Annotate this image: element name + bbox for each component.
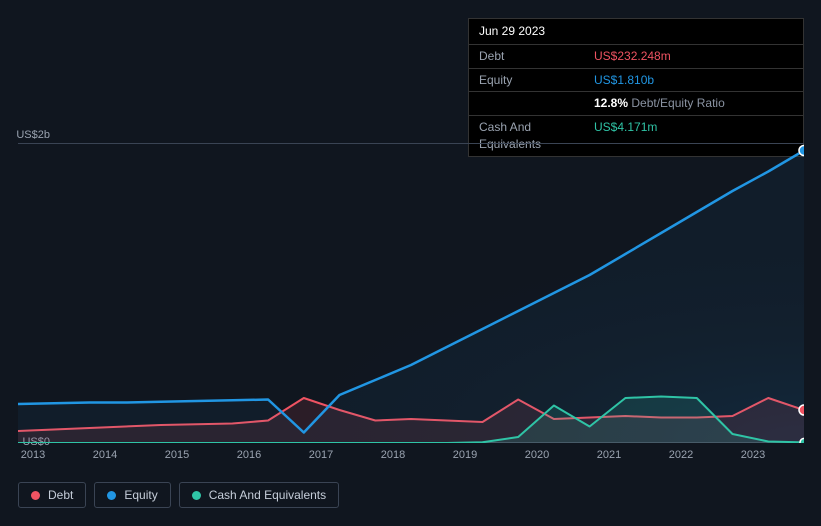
x-axis-label: 2021 [589,449,629,461]
tooltip-label [469,92,594,115]
data-tooltip: Jun 29 2023 DebtUS$232.248mEquityUS$1.81… [468,18,804,157]
x-axis-label: 2016 [229,449,269,461]
x-axis-label: 2014 [85,449,125,461]
tooltip-value: US$232.248m [594,45,803,68]
x-axis-label: 2019 [445,449,485,461]
x-axis-label: 2017 [301,449,341,461]
legend-dot-icon [192,491,201,500]
legend-label: Equity [124,488,157,502]
x-axis-label: 2015 [157,449,197,461]
x-axis-label: 2023 [733,449,773,461]
tooltip-value: 12.8% Debt/Equity Ratio [594,92,803,115]
chart-area[interactable] [18,143,804,443]
legend-dot-icon [107,491,116,500]
y-axis-label: US$2b [0,129,50,141]
tooltip-row: EquityUS$1.810b [469,69,803,93]
tooltip-label: Equity [469,69,594,92]
tooltip-value: US$1.810b [594,69,803,92]
x-axis-label: 2018 [373,449,413,461]
tooltip-row: DebtUS$232.248m [469,45,803,69]
tooltip-label: Debt [469,45,594,68]
x-axis-label: 2013 [13,449,53,461]
chart-legend: Debt Equity Cash And Equivalents [18,482,339,508]
legend-item[interactable]: Equity [94,482,170,508]
x-axis-label: 2022 [661,449,701,461]
legend-label: Cash And Equivalents [209,488,326,502]
legend-item[interactable]: Cash And Equivalents [179,482,339,508]
legend-dot-icon [31,491,40,500]
tooltip-row: 12.8% Debt/Equity Ratio [469,92,803,116]
legend-label: Debt [48,488,73,502]
legend-item[interactable]: Debt [18,482,86,508]
x-axis-label: 2020 [517,449,557,461]
tooltip-date: Jun 29 2023 [469,19,803,45]
